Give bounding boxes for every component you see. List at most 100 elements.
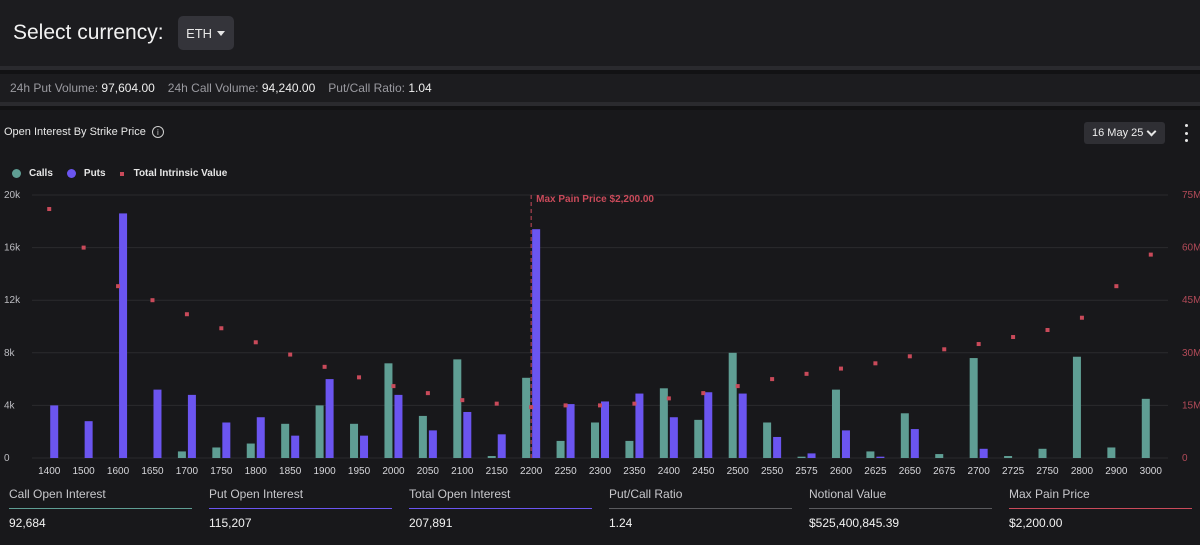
puts-bar: [428, 430, 437, 458]
x-tick-label: 1650: [141, 466, 164, 477]
calls-bar: [1141, 398, 1150, 458]
intrinsic-value-point: [701, 391, 706, 396]
notional-underline: [809, 508, 992, 509]
put-call-ratio-footer-value: 1.24: [609, 516, 633, 530]
intrinsic-value-point: [942, 347, 947, 352]
legend-calls[interactable]: Calls: [12, 168, 53, 179]
calls-bar: [281, 423, 290, 458]
puts-bar: [979, 448, 988, 458]
intrinsic-value-point: [873, 361, 878, 366]
max-pain-label: Max Pain Price $2,200.00: [536, 194, 654, 205]
x-tick-label: 2600: [830, 466, 853, 477]
x-tick-label: 2750: [1036, 466, 1059, 477]
open-interest-panel: Open Interest By Strike Price i 16 May 2…: [0, 110, 1200, 545]
max-pain-price-value: $2,200.00: [1009, 516, 1063, 530]
calls-bar: [797, 456, 806, 458]
puts-bar: [50, 405, 59, 458]
expiry-dropdown[interactable]: 16 May 25: [1084, 122, 1165, 144]
stats-bar: 24h Put Volume: 97,604.00 24h Call Volum…: [0, 74, 1200, 106]
x-tick-label: 2900: [1105, 466, 1128, 477]
intrinsic-value-point: [1079, 315, 1084, 320]
calls-bar: [728, 352, 737, 458]
calls-bar: [522, 377, 531, 458]
x-tick-label: 2250: [554, 466, 577, 477]
y-right-tick-label: 0: [1182, 453, 1188, 464]
x-tick-label: 1800: [245, 466, 268, 477]
intrinsic-value-point: [425, 391, 430, 396]
x-tick-label: 2500: [727, 466, 750, 477]
intrinsic-value-point: [494, 401, 499, 406]
legend-intrinsic[interactable]: Total Intrinsic Value: [119, 168, 227, 179]
x-tick-label: 2550: [761, 466, 784, 477]
legend-puts[interactable]: Puts: [66, 168, 106, 179]
puts-bar: [497, 434, 506, 458]
call-volume-stat: 24h Call Volume: 94,240.00: [167, 81, 316, 95]
x-tick-label: 1850: [279, 466, 302, 477]
top-bar: Select currency: ETH: [0, 0, 1200, 70]
intrinsic-value-point: [1114, 284, 1119, 289]
calls-bar: [177, 451, 186, 458]
puts-bar: [910, 429, 919, 458]
puts-bar: [463, 411, 472, 458]
calls-bar: [900, 413, 909, 458]
x-tick-label: 2625: [864, 466, 887, 477]
x-tick-label: 2575: [795, 466, 818, 477]
puts-bar: [566, 404, 575, 458]
x-tick-label: 3000: [1140, 466, 1163, 477]
y-left-tick-label: 4k: [4, 400, 16, 411]
calls-bar: [659, 388, 668, 458]
x-tick-label: 1400: [38, 466, 61, 477]
puts-bar: [601, 401, 609, 458]
intrinsic-value-point: [770, 377, 775, 382]
x-tick-label: 2150: [486, 466, 509, 477]
caret-down-icon: [217, 30, 226, 36]
puts-bar: [704, 392, 713, 458]
total-open-interest-value: 207,891: [409, 516, 453, 530]
chart-legend: Calls Puts Total Intrinsic Value: [12, 168, 241, 179]
info-icon[interactable]: i: [151, 126, 164, 138]
put-volume-value: 97,604.00: [101, 81, 155, 95]
y-left-tick-label: 20k: [4, 190, 21, 201]
puts-bar: [394, 394, 403, 458]
put-call-ratio-value: 1.04: [408, 81, 432, 95]
kebab-menu-icon[interactable]: [1181, 124, 1191, 142]
calls-bar: [1004, 456, 1013, 458]
y-right-tick-label: 15M: [1182, 400, 1200, 411]
calls-bar: [935, 454, 944, 458]
calls-bar: [1038, 448, 1047, 458]
intrinsic-value-point: [838, 366, 843, 371]
intrinsic-value-point: [391, 384, 396, 389]
put-oi-underline: [209, 508, 392, 509]
put-open-interest-metric: Put Open Interest 115,207: [200, 480, 400, 545]
intrinsic-value-point: [460, 398, 465, 403]
calls-bar: [418, 415, 427, 458]
intrinsic-value-point: [1045, 328, 1050, 333]
intrinsic-value-point: [47, 207, 52, 212]
x-tick-label: 2675: [933, 466, 956, 477]
puts-dot-icon: [66, 169, 76, 178]
puts-bar: [153, 389, 162, 458]
intrinsic-value-point: [184, 312, 189, 317]
intrinsic-value-point: [253, 340, 258, 345]
calls-bar: [625, 440, 634, 458]
intrinsic-value-point: [116, 284, 121, 289]
puts-bar: [119, 213, 128, 458]
x-tick-label: 2725: [1002, 466, 1025, 477]
puts-bar: [669, 417, 678, 458]
intrinsic-value-point: [150, 298, 155, 303]
x-tick-label: 2650: [899, 466, 922, 477]
calls-bar: [453, 359, 462, 458]
currency-dropdown[interactable]: ETH: [177, 16, 234, 50]
x-tick-label: 1500: [73, 466, 96, 477]
x-tick-label: 2700: [968, 466, 991, 477]
puts-bar: [222, 422, 231, 458]
puts-bar: [84, 421, 93, 458]
puts-bar: [532, 229, 541, 458]
calls-bar: [763, 422, 772, 458]
y-left-tick-label: 12k: [4, 295, 21, 306]
calls-bar: [556, 440, 565, 458]
x-tick-label: 2000: [382, 466, 405, 477]
calls-bar: [487, 456, 496, 458]
intrinsic-value-point: [976, 342, 981, 347]
x-tick-label: 1700: [176, 466, 199, 477]
